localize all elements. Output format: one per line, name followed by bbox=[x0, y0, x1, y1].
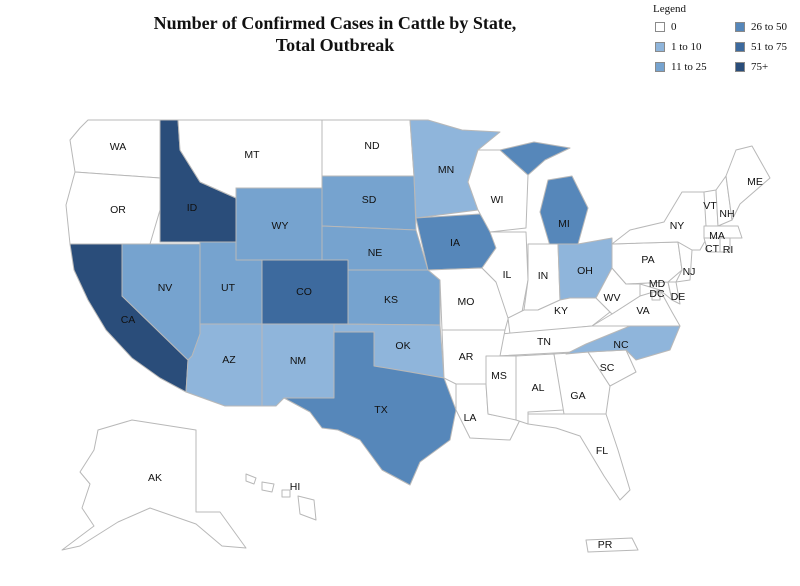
state-label-AL: AL bbox=[532, 382, 545, 394]
state-label-IL: IL bbox=[503, 269, 512, 281]
legend-item: 11 to 25 bbox=[655, 60, 707, 74]
state-label-HI: HI bbox=[290, 481, 301, 493]
state-label-ID: ID bbox=[187, 202, 198, 214]
state-label-CO: CO bbox=[296, 286, 312, 298]
state-label-SC: SC bbox=[600, 362, 615, 374]
state-FL[interactable] bbox=[527, 413, 631, 501]
state-label-VA: VA bbox=[636, 305, 649, 317]
state-label-PA: PA bbox=[641, 254, 654, 266]
state-AK[interactable] bbox=[61, 419, 247, 551]
state-label-NH: NH bbox=[719, 208, 734, 220]
state-label-AZ: AZ bbox=[222, 354, 236, 366]
state-label-FL: FL bbox=[596, 445, 608, 457]
state-label-NC: NC bbox=[613, 339, 629, 351]
state-label-MO: MO bbox=[458, 296, 475, 308]
map-title: Number of Confirmed Cases in Cattle by S… bbox=[100, 12, 570, 56]
state-label-OK: OK bbox=[395, 340, 410, 352]
state-label-LA: LA bbox=[464, 412, 477, 424]
state-NC[interactable] bbox=[565, 325, 681, 361]
state-label-DE: DE bbox=[671, 291, 686, 303]
state-label-NE: NE bbox=[368, 247, 383, 259]
state-label-KS: KS bbox=[384, 294, 398, 306]
legend-label: 75+ bbox=[751, 61, 769, 73]
state-label-MA: MA bbox=[709, 230, 725, 242]
legend-label: 26 to 50 bbox=[751, 21, 788, 33]
legend-item: 0 bbox=[655, 20, 677, 34]
state-label-MS: MS bbox=[491, 370, 507, 382]
legend-label: 51 to 75 bbox=[751, 41, 788, 53]
legend-swatch bbox=[735, 22, 745, 32]
state-label-OH: OH bbox=[577, 265, 593, 277]
state-label-CA: CA bbox=[121, 314, 136, 326]
state-KS[interactable] bbox=[347, 269, 441, 326]
state-label-WV: WV bbox=[604, 292, 621, 304]
state-ME[interactable] bbox=[725, 145, 771, 221]
state-label-NJ: NJ bbox=[683, 266, 696, 278]
state-label-AR: AR bbox=[459, 351, 474, 363]
state-label-GA: GA bbox=[570, 390, 585, 402]
state-labels: WA OR CA ID NV MT WY UT CO AZ NM ND SD N… bbox=[110, 140, 763, 551]
legend-swatch bbox=[655, 22, 665, 32]
state-MS[interactable] bbox=[485, 355, 517, 421]
state-DE[interactable] bbox=[667, 281, 681, 305]
state-label-TX: TX bbox=[374, 404, 387, 416]
legend-item: 51 to 75 bbox=[735, 40, 787, 54]
state-label-AK: AK bbox=[148, 472, 162, 484]
state-TX[interactable] bbox=[283, 331, 457, 486]
legend-item: 1 to 10 bbox=[655, 40, 702, 54]
state-label-KY: KY bbox=[554, 305, 568, 317]
state-label-RI: RI bbox=[723, 244, 734, 256]
state-label-VT: VT bbox=[703, 200, 717, 212]
map-title-line-2: Total Outbreak bbox=[275, 35, 395, 55]
state-label-UT: UT bbox=[221, 282, 236, 294]
legend-label: 1 to 10 bbox=[671, 41, 702, 53]
state-MA[interactable] bbox=[703, 225, 743, 239]
state-DC[interactable] bbox=[651, 291, 661, 301]
state-label-ND: ND bbox=[364, 140, 380, 152]
state-label-MI: MI bbox=[558, 218, 570, 230]
state-label-NV: NV bbox=[158, 282, 173, 294]
legend-swatch bbox=[655, 62, 665, 72]
legend-swatch bbox=[735, 42, 745, 52]
legend-title: Legend bbox=[653, 3, 686, 15]
state-label-SD: SD bbox=[362, 194, 377, 206]
state-label-NY: NY bbox=[670, 220, 685, 232]
state-label-CT: CT bbox=[705, 243, 720, 255]
legend-label: 0 bbox=[671, 21, 677, 33]
state-label-MN: MN bbox=[438, 164, 454, 176]
map-title-line-1: Number of Confirmed Cases in Cattle by S… bbox=[153, 13, 517, 33]
legend: Legend 0 1 to 10 11 to 25 26 to 50 51 to… bbox=[650, 3, 800, 83]
state-HI[interactable] bbox=[245, 473, 317, 521]
state-NY[interactable] bbox=[611, 191, 709, 251]
legend-item: 75+ bbox=[735, 60, 768, 74]
state-label-WY: WY bbox=[272, 220, 289, 232]
state-label-MT: MT bbox=[244, 149, 260, 161]
legend-swatch bbox=[735, 62, 745, 72]
state-label-TN: TN bbox=[537, 336, 551, 348]
state-label-NM: NM bbox=[290, 355, 306, 367]
state-label-IN: IN bbox=[538, 270, 549, 282]
state-label-OR: OR bbox=[110, 204, 126, 216]
state-label-WA: WA bbox=[110, 141, 127, 153]
state-label-MD: MD bbox=[649, 278, 666, 290]
state-label-PR: PR bbox=[598, 539, 613, 551]
state-PR[interactable] bbox=[585, 537, 639, 553]
state-label-DC: DC bbox=[649, 288, 665, 300]
legend-item: 26 to 50 bbox=[735, 20, 787, 34]
legend-label: 11 to 25 bbox=[671, 61, 707, 73]
state-label-IA: IA bbox=[450, 237, 460, 249]
state-label-ME: ME bbox=[747, 176, 763, 188]
legend-swatch bbox=[655, 42, 665, 52]
state-label-WI: WI bbox=[491, 194, 504, 206]
